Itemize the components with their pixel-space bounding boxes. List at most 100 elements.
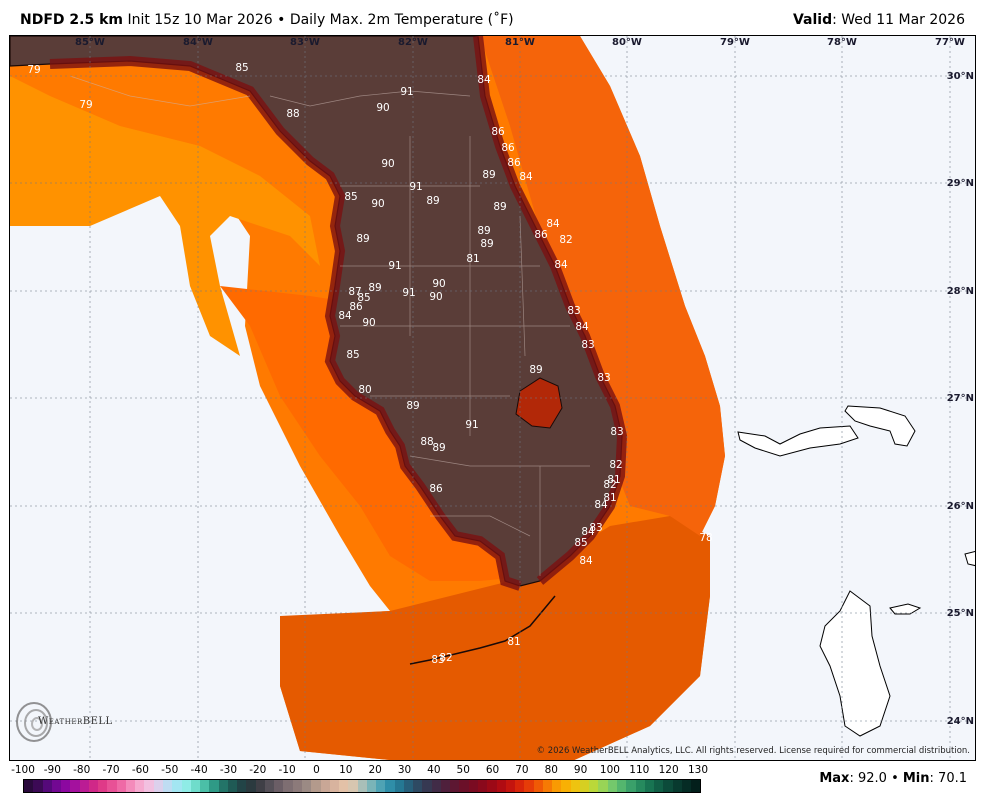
- temperature-label: 90: [362, 317, 375, 329]
- colorbar-tick: -40: [190, 764, 208, 776]
- coastal-fringe-west: [49, 55, 522, 591]
- title-separator: •: [277, 12, 286, 28]
- lat-label: 25°N: [947, 608, 974, 619]
- colorbar-swatch: [459, 780, 469, 792]
- lat-labels: 30°N 29°N 28°N 27°N 26°N 25°N 24°N: [947, 71, 974, 727]
- colorbar-swatch: [533, 780, 543, 792]
- temperature-label: 84: [554, 259, 568, 271]
- colorbar-swatch: [135, 780, 145, 792]
- weatherbell-logo: WeatherBELL: [12, 700, 112, 744]
- atlantic-band: [480, 36, 725, 536]
- temperature-label: 90: [371, 198, 384, 210]
- temperature-label: 83: [567, 305, 580, 317]
- temperature-label: 91: [409, 181, 422, 193]
- colorbar-tick: 60: [485, 764, 500, 776]
- temperature-label: 84: [338, 310, 352, 322]
- colorbar-swatch: [487, 780, 497, 792]
- temperature-label: 90: [429, 291, 442, 303]
- lat-label: 26°N: [947, 501, 974, 512]
- lon-label: 82°W: [398, 37, 428, 48]
- temperature-label: 79: [79, 99, 92, 111]
- lon-label: 77°W: [935, 37, 965, 48]
- colorbar-swatch: [607, 780, 617, 792]
- max-value: : 92.0: [849, 771, 887, 786]
- colorbar-swatch: [598, 780, 608, 792]
- colorbar-tick: 100: [599, 764, 620, 776]
- temperature-label: 89: [529, 364, 542, 376]
- colorbar-swatch: [626, 780, 636, 792]
- colorbar-swatch: [107, 780, 117, 792]
- florida-keys: [409, 595, 556, 665]
- coastal-fringe-east: [473, 36, 628, 585]
- colorbar-swatch: [292, 780, 302, 792]
- colorbar-tick: 20: [368, 764, 382, 776]
- lon-label: 84°W: [183, 37, 213, 48]
- temperature-label: 82: [609, 459, 622, 471]
- temperature-label: 83: [610, 426, 623, 438]
- lon-label: 83°W: [290, 37, 320, 48]
- temperature-label: 91: [388, 260, 401, 272]
- andros-outline: [819, 590, 891, 737]
- colorbar-swatch: [431, 780, 441, 792]
- lat-label: 28°N: [947, 286, 974, 297]
- colorbar-swatch: [70, 780, 80, 792]
- colorbar-swatch: [237, 780, 247, 792]
- colorbar-tick: -100: [11, 764, 35, 776]
- temperature-label: 89: [406, 400, 419, 412]
- colorbar-swatch: [515, 780, 525, 792]
- colorbar-swatch: [376, 780, 386, 792]
- title: NDFD 2.5 km Init 15z 10 Mar 2026 • Daily…: [20, 12, 514, 28]
- colorbar-swatch: [311, 780, 321, 792]
- gulf-band-light: [10, 76, 320, 356]
- colorbar-swatch: [348, 780, 358, 792]
- max-label: Max: [819, 771, 850, 786]
- colorbar-tick: 130: [687, 764, 709, 776]
- county-lines: [69, 75, 590, 576]
- valid-value: : Wed 11 Mar 2026: [832, 12, 965, 28]
- colorbar-swatch: [200, 780, 210, 792]
- colorbar-swatch: [283, 780, 293, 792]
- min-label: Min: [902, 771, 930, 786]
- colorbar-swatch: [589, 780, 599, 792]
- temperature-label: 91: [465, 419, 478, 431]
- temperature-label: 81: [607, 474, 620, 486]
- temperature-label: 89: [480, 238, 493, 250]
- colorbar-swatch: [440, 780, 451, 792]
- temperature-label: 86: [501, 142, 515, 154]
- colorbar-swatch: [422, 780, 432, 792]
- lon-label: 81°W: [505, 37, 535, 48]
- temperature-label: 78: [699, 532, 712, 544]
- colorbar-swatch: [524, 780, 534, 792]
- colorbar-tick: -90: [43, 764, 61, 776]
- swirl-icon: [16, 702, 52, 742]
- bahamas-outline: [737, 405, 916, 457]
- colorbar-swatch: [227, 780, 238, 792]
- colorbar-swatch: [51, 780, 62, 792]
- colorbar-tick: -80: [73, 764, 91, 776]
- temperature-label: 90: [432, 278, 445, 290]
- colorbar-swatch: [162, 780, 173, 792]
- temperature-label: 85: [344, 191, 357, 203]
- colorbar-swatch: [274, 780, 284, 792]
- temperature-label: 89: [356, 233, 369, 245]
- colorbar-tick: -60: [131, 764, 149, 776]
- temperature-label: 89: [426, 195, 439, 207]
- temperature-label: 84: [581, 526, 595, 538]
- colorbar-swatch: [654, 780, 664, 792]
- colorbar-swatch: [450, 780, 460, 792]
- colorbar-swatch: [88, 780, 99, 792]
- colorbar-tick: 0: [313, 764, 320, 776]
- temperature-label: 89: [493, 201, 506, 213]
- colorbar-tick: 90: [573, 764, 588, 776]
- colorbar-tick: 110: [629, 764, 650, 776]
- colorbar-swatch: [209, 780, 219, 792]
- temperature-label: 87: [348, 286, 361, 298]
- lon-label: 79°W: [720, 37, 750, 48]
- temperature-map: 85°W 84°W 83°W 82°W 81°W 80°W 79°W 78°W …: [10, 36, 975, 760]
- product-name: Daily Max. 2m Temperature (˚F): [289, 12, 514, 28]
- lat-label: 29°N: [947, 178, 974, 189]
- colorbar-swatch: [579, 780, 590, 792]
- colorbar-swatch: [98, 780, 108, 792]
- colorbar-swatch: [403, 780, 414, 792]
- colorbar-swatch: [496, 780, 506, 792]
